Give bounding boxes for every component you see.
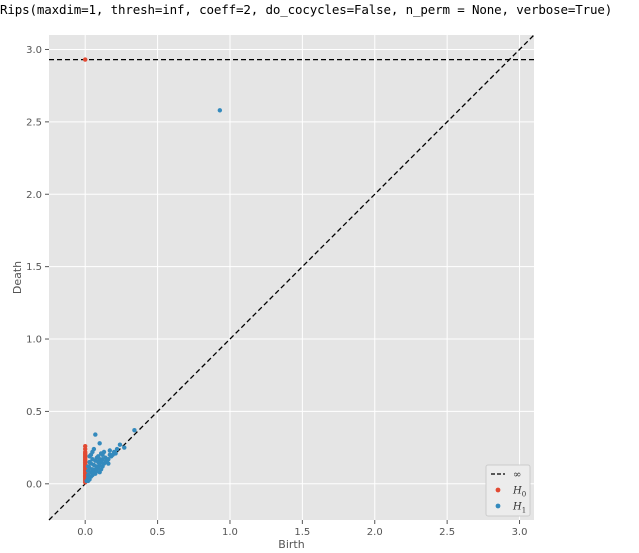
h0-point xyxy=(82,57,88,62)
legend-label-text: ∞ xyxy=(513,470,521,481)
x-tick-label: 2.5 xyxy=(439,527,455,538)
h1-point xyxy=(85,478,91,484)
y-tick-label: 0.0 xyxy=(26,479,42,490)
legend-label-subscript: 1 xyxy=(522,507,526,515)
h1-point xyxy=(88,474,94,479)
h1-point xyxy=(113,451,118,456)
data-points xyxy=(82,57,223,485)
h1-point xyxy=(93,432,98,437)
legend-label-text: H xyxy=(512,486,522,497)
legend-box xyxy=(485,464,531,517)
legend-h0-swatch xyxy=(495,487,501,493)
legend-label: H1 xyxy=(512,502,526,515)
y-axis-label: Death xyxy=(11,261,24,294)
y-tick-label: 2.5 xyxy=(26,117,42,128)
console-output-line: Rips(maxdim=1, thresh=inf, coeff=2, do_c… xyxy=(0,2,613,17)
legend-label-subscript: 0 xyxy=(522,491,526,499)
h1-point xyxy=(217,108,223,113)
y-tick-label: 3.0 xyxy=(26,45,42,56)
h1-point xyxy=(122,445,127,450)
legend-label: ∞ xyxy=(513,470,521,481)
legend-label-text: H xyxy=(512,502,522,513)
h1-point xyxy=(132,428,137,433)
h1-point xyxy=(114,446,120,452)
h1-point xyxy=(96,454,101,459)
y-tick-label: 2.0 xyxy=(26,190,42,201)
x-tick-label: 0.0 xyxy=(77,527,93,538)
x-tick-label: 0.5 xyxy=(150,527,166,538)
legend-label: H0 xyxy=(512,486,526,499)
grid-lines xyxy=(49,35,534,520)
diagonal-line xyxy=(48,34,535,521)
h1-point xyxy=(106,461,111,466)
plot-area-background xyxy=(49,35,534,520)
h1-point xyxy=(97,441,102,446)
x-axis-label: Birth xyxy=(278,538,304,551)
h1-point xyxy=(97,470,102,475)
axis-ticks: 0.0 0.5 1.0 1.5 2.0 2.5 3.0 0.0 0.5 1.0 1.5 2.0 2.5 3… xyxy=(26,45,527,538)
x-tick-label: 2.0 xyxy=(367,527,383,538)
h1-point xyxy=(93,471,98,476)
legend-h1-swatch xyxy=(495,503,501,509)
y-tick-label: 0.5 xyxy=(26,407,42,418)
y-tick-label: 1.5 xyxy=(26,262,42,273)
h1-point xyxy=(117,442,123,447)
y-tick-label: 1.0 xyxy=(26,335,42,346)
x-tick-label: 1.0 xyxy=(222,527,238,538)
x-tick-label: 3.0 xyxy=(512,527,528,538)
h1-point xyxy=(107,448,113,453)
h1-point xyxy=(87,454,92,459)
x-tick-label: 1.5 xyxy=(294,527,310,538)
h1-point xyxy=(100,452,105,458)
reference-lines xyxy=(48,34,535,521)
